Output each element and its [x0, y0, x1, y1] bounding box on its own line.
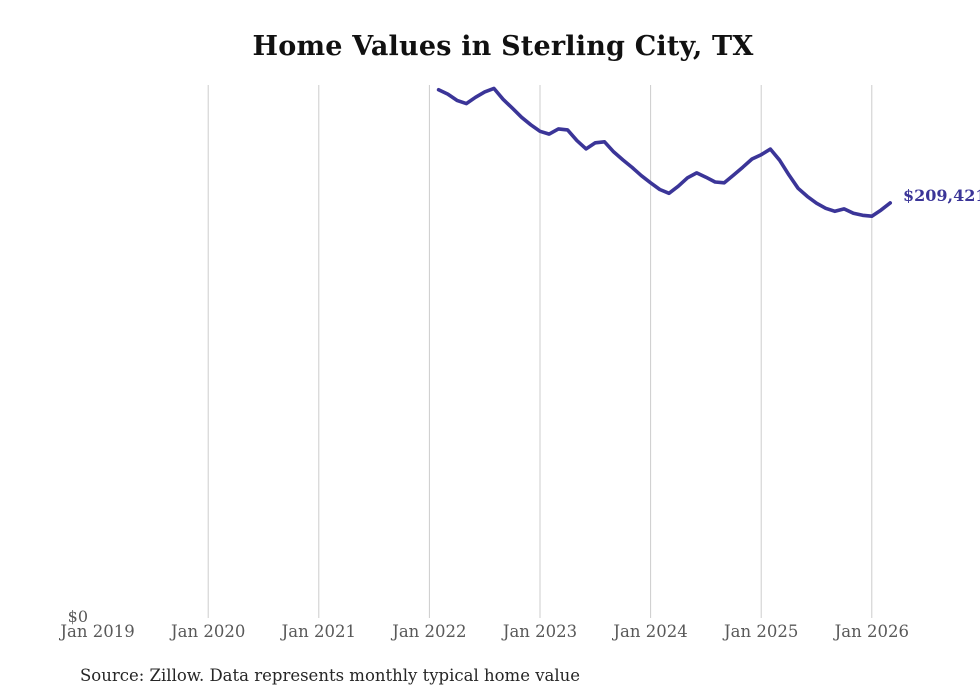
- x-axis-tick-label: Jan 2020: [171, 622, 246, 641]
- gridlines: [207, 85, 873, 618]
- x-axis-tick-label: Jan 2026: [834, 622, 909, 641]
- x-axis-tick-label: Jan 2024: [613, 622, 688, 641]
- source-note: Source: Zillow. Data represents monthly …: [80, 666, 581, 685]
- x-axis-tick-label: Jan 2019: [60, 622, 135, 641]
- x-axis-tick-label: Jan 2025: [724, 622, 799, 641]
- chart-title: Home Values in Sterling City, TX: [252, 31, 754, 62]
- x-axis-tick-label: Jan 2021: [281, 622, 356, 641]
- x-axis-tick-label: Jan 2023: [502, 622, 578, 641]
- x-axis-tick-label: Jan 2022: [392, 622, 467, 641]
- latest-value-label: $209,421: [903, 186, 980, 205]
- y-axis-zero-label: $0: [67, 607, 88, 626]
- home-value-line-series: [436, 86, 893, 218]
